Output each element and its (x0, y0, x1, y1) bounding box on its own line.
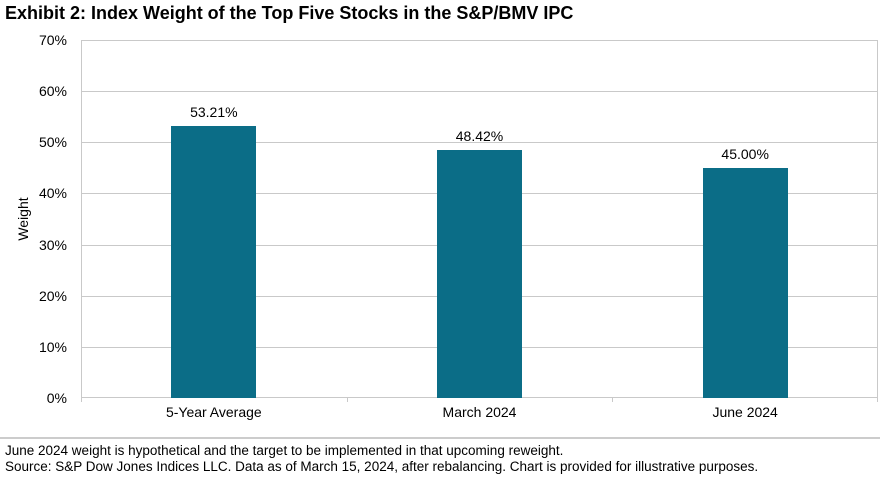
bar-value-label: 48.42% (455, 128, 504, 145)
y-tick-label: 10% (38, 338, 67, 355)
y-tick-label: 0% (46, 390, 67, 406)
x-category-label: 5-Year Average (165, 404, 262, 420)
y-tick-label: 30% (38, 236, 67, 253)
x-axis-tick (612, 398, 613, 402)
footnote-hypothetical-note: June 2024 weight is hypothetical and the… (5, 443, 564, 458)
y-tick-label: 50% (38, 134, 67, 151)
x-axis-tick (347, 398, 348, 402)
bar (702, 167, 788, 398)
x-axis-tick (877, 398, 878, 402)
footnote-divider (0, 437, 880, 439)
x-axis-tick (81, 398, 82, 402)
gridline (82, 142, 877, 144)
bar (171, 125, 257, 398)
bar-value-label: 45.00% (721, 145, 769, 162)
y-tick-label: 40% (38, 185, 67, 202)
gridline (82, 91, 877, 93)
chart-title: Exhibit 2: Index Weight of the Top Five … (5, 3, 574, 23)
bar (437, 150, 522, 398)
x-category-label: March 2024 (442, 404, 517, 420)
y-tick-label: 20% (38, 287, 67, 304)
y-tick-label: 70% (38, 32, 67, 48)
bar-value-label: 53.21% (190, 103, 238, 120)
y-tick-label: 60% (38, 83, 67, 100)
x-category-label: June 2024 (712, 404, 778, 420)
footnote-source-note: Source: S&P Dow Jones Indices LLC. Data … (5, 459, 759, 474)
